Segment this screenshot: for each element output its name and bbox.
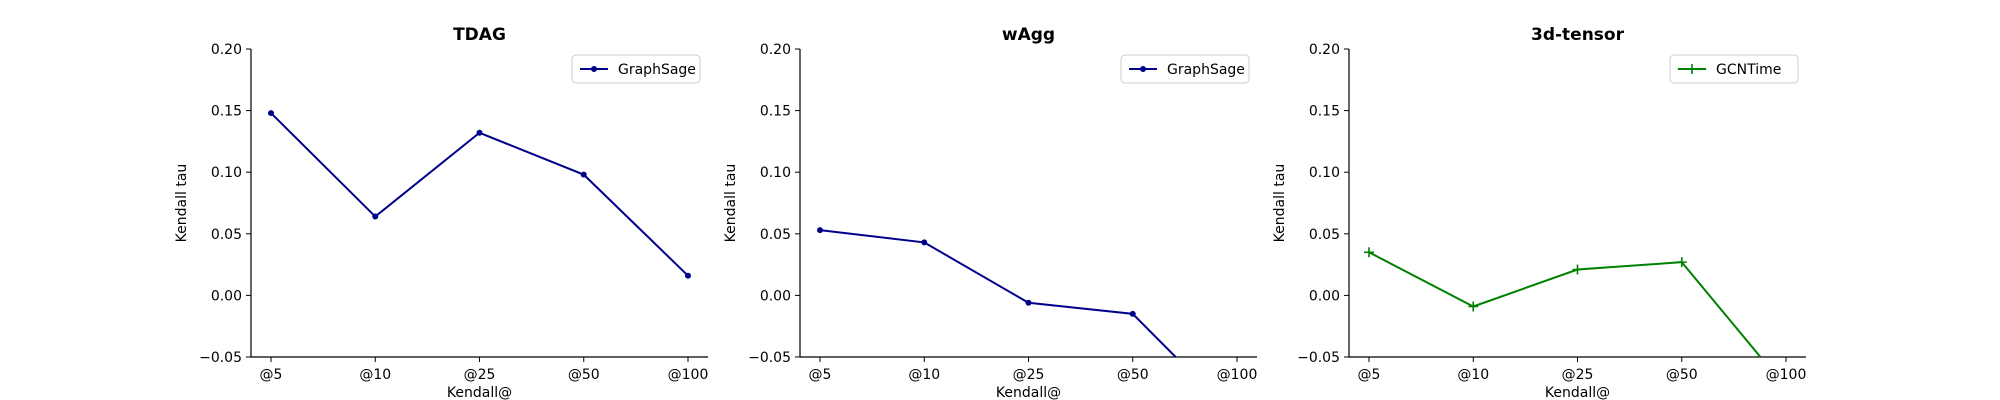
legend-label: GCNTime xyxy=(1716,62,1781,78)
x-tick-label: @5 xyxy=(1358,367,1381,383)
x-axis-label: Kendall@ xyxy=(447,385,512,400)
data-point xyxy=(1468,301,1479,312)
data-point xyxy=(476,129,483,136)
chart-panel-3: 3d-tensor −0.05 0.00 0.05 0.10 0.15 0.20 @5 @10 @… xyxy=(1272,25,1806,400)
y-axis-label: Kendall tau xyxy=(1272,164,1288,243)
x-tick-label: @10 xyxy=(359,367,391,383)
y-tick-label: −0.05 xyxy=(199,350,242,366)
legend-marker xyxy=(1687,64,1697,74)
y-tick-label: 0.10 xyxy=(211,165,242,181)
y-tick-label: 0.15 xyxy=(211,104,242,120)
chart-title: TDAG xyxy=(453,25,506,45)
legend-marker xyxy=(1140,66,1146,72)
y-tick-label: 0.15 xyxy=(760,104,791,120)
y-tick-label: 0.05 xyxy=(760,227,791,243)
x-tick-label: @25 xyxy=(464,367,496,383)
legend: GraphSage xyxy=(571,54,701,84)
y-axis-label: Kendall tau xyxy=(174,164,190,243)
data-point xyxy=(268,110,274,117)
y-tick-label: −0.05 xyxy=(1297,350,1340,366)
legend-label: GraphSage xyxy=(618,62,696,78)
chart-title: wAgg xyxy=(1002,25,1055,45)
data-point xyxy=(1676,257,1687,268)
x-tick-label: @50 xyxy=(568,367,600,383)
x-axis-label: Kendall@ xyxy=(996,385,1061,400)
x-tick-label: @50 xyxy=(1117,367,1149,383)
x-tick-label: @5 xyxy=(809,367,832,383)
data-point xyxy=(1025,299,1032,306)
legend-box xyxy=(1669,54,1799,84)
data-point xyxy=(580,171,587,178)
y-tick-label: 0.20 xyxy=(211,42,242,58)
y-tick-label: 0.10 xyxy=(1309,165,1340,181)
y-tick-label: 0.20 xyxy=(1309,42,1340,58)
y-tick-label: 0.20 xyxy=(760,42,791,58)
chart-title: 3d-tensor xyxy=(1531,25,1625,45)
y-axis-label: Kendall tau xyxy=(723,164,739,243)
y-tick-label: 0.15 xyxy=(1309,104,1340,120)
data-point xyxy=(685,272,691,279)
legend-box xyxy=(571,54,701,84)
data-point xyxy=(921,239,928,246)
series-line xyxy=(270,112,689,277)
y-tick-label: 0.00 xyxy=(211,288,242,304)
x-tick-label: @100 xyxy=(1766,367,1807,383)
x-tick-label: @5 xyxy=(260,367,283,383)
data-point xyxy=(817,227,823,234)
y-tick-label: 0.05 xyxy=(211,227,242,243)
x-tick-label: @10 xyxy=(908,367,940,383)
legend: GCNTime xyxy=(1669,54,1799,84)
x-axis-label: Kendall@ xyxy=(1545,385,1610,400)
legend-box xyxy=(1120,54,1250,84)
x-tick-label: @25 xyxy=(1013,367,1045,383)
y-tick-label: −0.05 xyxy=(748,350,791,366)
data-point xyxy=(1572,264,1583,275)
y-tick-label: 0.10 xyxy=(760,165,791,181)
y-tick-label: 0.00 xyxy=(1309,288,1340,304)
legend-label: GraphSage xyxy=(1167,62,1245,78)
y-tick-label: 0.05 xyxy=(1309,227,1340,243)
chart-panel-1: TDAG −0.05 0.00 0.05 0.10 0.15 0.20 @5 @10 @25 @50… xyxy=(174,25,708,400)
data-point xyxy=(1129,310,1136,317)
data-point xyxy=(1364,247,1374,258)
data-point xyxy=(372,213,379,220)
x-tick-label: @25 xyxy=(1562,367,1594,383)
x-tick-label: @50 xyxy=(1666,367,1698,383)
chart-panel-2: wAgg −0.05 0.00 0.05 0.10 0.15 0.20 @5 @10 @25 @50… xyxy=(723,25,1257,400)
x-tick-label: @100 xyxy=(668,367,709,383)
x-tick-label: @100 xyxy=(1217,367,1258,383)
legend: GraphSage xyxy=(1120,54,1250,84)
legend-marker xyxy=(591,66,597,72)
y-tick-label: 0.00 xyxy=(760,288,791,304)
x-tick-label: @10 xyxy=(1457,367,1489,383)
